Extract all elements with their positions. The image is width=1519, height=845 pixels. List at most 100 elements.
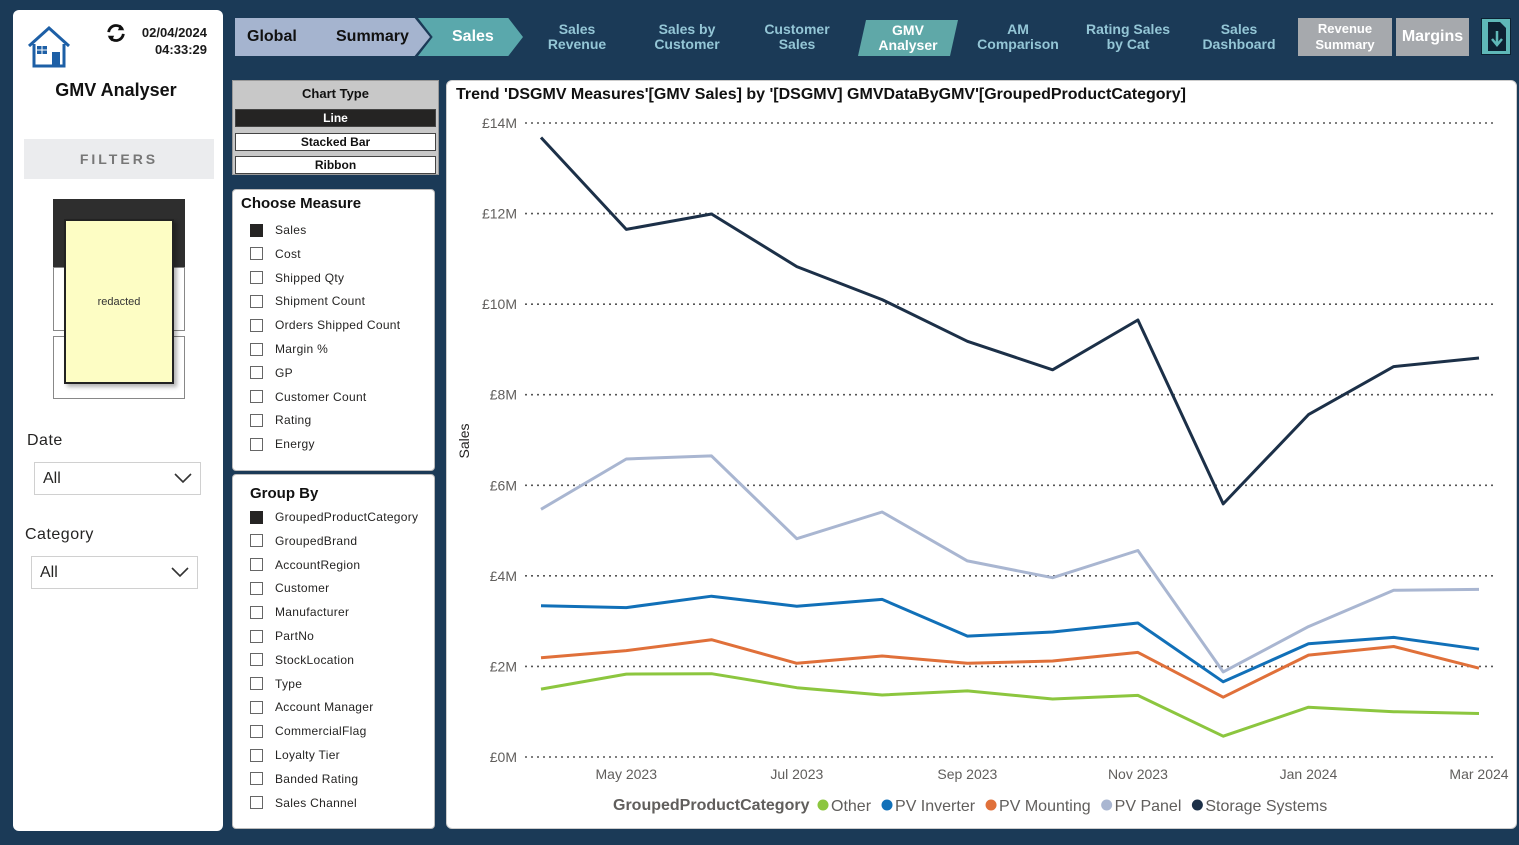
y-tick-label: £8M <box>490 387 517 403</box>
group-by-option-commercialflag[interactable]: CommercialFlag <box>250 723 367 739</box>
measure-option-shipment-count[interactable]: Shipment Count <box>250 293 365 309</box>
checkbox[interactable] <box>250 223 263 237</box>
legend-entry: Storage Systems <box>1205 798 1327 815</box>
checkbox[interactable] <box>250 366 263 380</box>
group-by-option-partno[interactable]: PartNo <box>250 628 314 644</box>
y-tick-label: £10M <box>482 296 517 312</box>
checkbox[interactable] <box>250 772 263 786</box>
breadcrumb-sales-label: Sales <box>452 28 494 45</box>
checkbox[interactable] <box>250 342 263 356</box>
series-line-pv-mounting <box>540 638 1480 699</box>
nav-label: Revenue <box>547 36 607 52</box>
series-line-pv-panel <box>540 454 1480 674</box>
y-tick-label: £12M <box>482 206 517 222</box>
group-by-option-loyalty-tier[interactable]: Loyalty Tier <box>250 747 340 763</box>
checkbox[interactable] <box>250 558 263 572</box>
measure-option-rating[interactable]: Rating <box>250 412 312 428</box>
series-line-other <box>540 672 1480 738</box>
nav-rating-sales-by-cat[interactable]: Rating Sales by Cat <box>1080 22 1176 52</box>
group-by-option-groupedbrand[interactable]: GroupedBrand <box>250 533 357 549</box>
checkbox[interactable] <box>250 796 263 810</box>
nav-gmv-analyser[interactable]: GMV Analyser <box>858 20 958 56</box>
checkbox[interactable] <box>250 271 263 285</box>
checkbox[interactable] <box>250 724 263 738</box>
home-icon[interactable] <box>25 22 73 70</box>
category-filter-value: All <box>40 564 58 581</box>
measure-option-gp[interactable]: GP <box>250 365 293 381</box>
checkbox[interactable] <box>250 605 263 619</box>
measure-option-margin-[interactable]: Margin % <box>250 341 328 357</box>
download-icon <box>1488 22 1506 51</box>
group-by-option-type[interactable]: Type <box>250 676 302 692</box>
option-label: CommercialFlag <box>275 724 367 739</box>
measure-option-energy[interactable]: Energy <box>250 436 315 452</box>
chart-type-line[interactable]: Line <box>235 109 436 127</box>
chevron-down-icon <box>174 473 192 484</box>
margins-button[interactable]: Margins <box>1396 18 1469 56</box>
revenue-summary-button[interactable]: Revenue Summary <box>1298 18 1392 56</box>
date-filter-dropdown[interactable]: All <box>34 462 201 495</box>
checkbox[interactable] <box>250 294 263 308</box>
measure-option-shipped-qty[interactable]: Shipped Qty <box>250 270 344 286</box>
checkbox[interactable] <box>250 677 263 691</box>
group-by-option-manufacturer[interactable]: Manufacturer <box>250 604 349 620</box>
date-filter-label: Date <box>27 432 63 449</box>
checkbox[interactable] <box>250 700 263 714</box>
checkbox[interactable] <box>250 653 263 667</box>
chart-type-selector: Chart Type Line Stacked Bar Ribbon <box>232 80 439 175</box>
nav-label: Analyser <box>878 37 938 53</box>
nav-sales-dashboard[interactable]: Sales Dashboard <box>1193 22 1285 52</box>
option-label: Shipment Count <box>275 294 366 309</box>
left-panel: 02/04/2024 04:33:29 GMV Analyser FILTERS… <box>13 10 223 831</box>
chart-type-stacked-bar[interactable]: Stacked Bar <box>235 133 436 151</box>
breadcrumb-sales[interactable]: Sales <box>418 18 523 56</box>
export-button[interactable] <box>1481 18 1511 55</box>
breadcrumb-global[interactable]: Global <box>235 18 330 56</box>
group-by-option-banded-rating[interactable]: Banded Rating <box>250 771 358 787</box>
checkbox[interactable] <box>250 581 263 595</box>
checkbox[interactable] <box>250 247 263 261</box>
legend-entry: PV Panel <box>1115 798 1182 815</box>
measure-option-customer-count[interactable]: Customer Count <box>250 389 367 405</box>
nav-label: Sales <box>558 21 596 37</box>
group-by-option-customer[interactable]: Customer <box>250 580 329 596</box>
nav-label: Rating Sales <box>1085 21 1171 37</box>
measure-option-cost[interactable]: Cost <box>250 246 301 262</box>
option-label: Sales Channel <box>275 795 357 810</box>
group-by-option-accountregion[interactable]: AccountRegion <box>250 557 360 573</box>
checkbox[interactable] <box>250 413 263 427</box>
button-label: Summary <box>1315 37 1375 52</box>
option-label: GroupedProductCategory <box>275 510 419 524</box>
nav-label: Customer <box>654 36 720 52</box>
option-label: Manufacturer <box>275 605 350 620</box>
group-by-option-stocklocation[interactable]: StockLocation <box>250 652 354 668</box>
measure-option-orders-shipped-count[interactable]: Orders Shipped Count <box>250 317 400 333</box>
checkbox[interactable] <box>250 629 263 643</box>
legend-entry: PV Inverter <box>895 798 976 815</box>
group-by-option-sales-channel[interactable]: Sales Channel <box>250 795 357 811</box>
checkbox[interactable] <box>250 510 263 524</box>
nav-label: Dashboard <box>1202 36 1276 52</box>
nav-customer-sales[interactable]: Customer Sales <box>752 22 842 52</box>
nav-am-comparison[interactable]: AM Comparison <box>970 22 1066 52</box>
group-by-option-account-manager[interactable]: Account Manager <box>250 699 374 715</box>
breadcrumb-summary[interactable]: Summary <box>312 18 430 56</box>
group-by-option-groupedproductcategory[interactable]: GroupedProductCategory <box>250 509 418 525</box>
checkbox[interactable] <box>250 534 263 548</box>
refresh-icon[interactable] <box>105 22 127 44</box>
category-filter-dropdown[interactable]: All <box>31 556 198 589</box>
nav-sales-by-customer[interactable]: Sales by Customer <box>642 22 732 52</box>
trend-line-chart: £0M £2M £4M £6M £8M £10M £12M £14M May 2023 Jul 2… <box>456 115 1509 815</box>
nav-label: by Cat <box>1106 36 1150 52</box>
measure-slicer: Choose Measure Sales Cost Shipped Qty Shipm… <box>232 189 435 471</box>
option-label: Margin % <box>275 342 329 356</box>
nav-sales-revenue[interactable]: Sales Revenue <box>532 22 622 52</box>
checkbox[interactable] <box>250 390 263 404</box>
x-tick-label: Sep 2023 <box>937 766 997 782</box>
measure-option-sales[interactable]: Sales <box>250 222 307 238</box>
checkbox[interactable] <box>250 748 263 762</box>
nav-label: GMV <box>892 22 924 38</box>
chart-type-ribbon[interactable]: Ribbon <box>235 156 436 174</box>
checkbox[interactable] <box>250 437 263 451</box>
checkbox[interactable] <box>250 318 263 332</box>
